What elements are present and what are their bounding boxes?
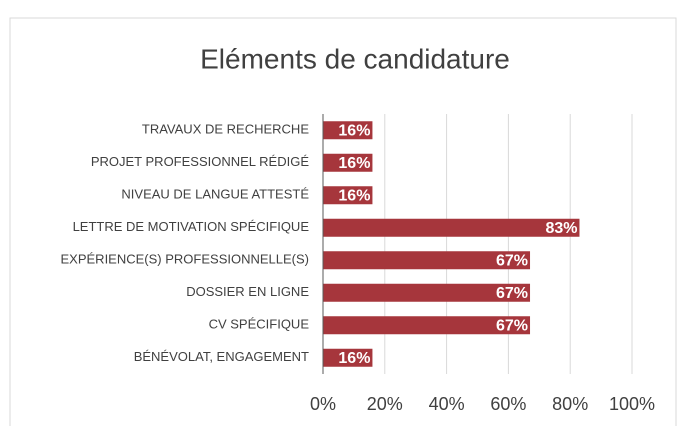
bar xyxy=(323,316,531,335)
bar xyxy=(323,153,373,172)
y-tick-label: TRAVAUX DE RECHERCHE xyxy=(142,122,309,137)
y-tick-label: EXPÉRIENCE(S) PROFESSIONNELLE(S) xyxy=(61,252,310,267)
data-label: 83% xyxy=(545,220,577,237)
bar xyxy=(323,251,531,270)
bar xyxy=(323,348,373,367)
data-label: 67% xyxy=(496,285,528,302)
x-tick-label: 100% xyxy=(609,394,655,414)
chart-border xyxy=(9,17,677,426)
y-tick-label: BÉNÉVOLAT, ENGAGEMENT xyxy=(134,349,309,364)
y-tick-label: LETTRE DE MOTIVATION SPÉCIFIQUE xyxy=(73,219,310,234)
x-tick-label: 60% xyxy=(490,394,526,414)
y-tick-label: NIVEAU DE LANGUE ATTESTÉ xyxy=(121,187,309,202)
x-tick-label: 80% xyxy=(552,394,588,414)
data-label: 16% xyxy=(338,155,370,172)
y-tick-label: CV SPÉCIFIQUE xyxy=(209,317,310,332)
y-tick-label: DOSSIER EN LIGNE xyxy=(186,284,309,299)
data-label: 16% xyxy=(338,187,370,204)
chart-title: Eléments de candidature xyxy=(200,43,510,74)
bar xyxy=(323,283,531,302)
data-label: 67% xyxy=(496,252,528,269)
x-tick-label: 40% xyxy=(429,394,465,414)
data-label: 16% xyxy=(338,350,370,367)
data-label: 16% xyxy=(338,122,370,139)
bar xyxy=(323,218,580,237)
x-tick-label: 20% xyxy=(367,394,403,414)
x-tick-label: 0% xyxy=(310,394,336,414)
y-tick-label: PROJET PROFESSIONNEL RÉDIGÉ xyxy=(91,154,309,169)
bar xyxy=(323,121,373,140)
bar xyxy=(323,186,373,205)
data-label: 67% xyxy=(496,317,528,334)
